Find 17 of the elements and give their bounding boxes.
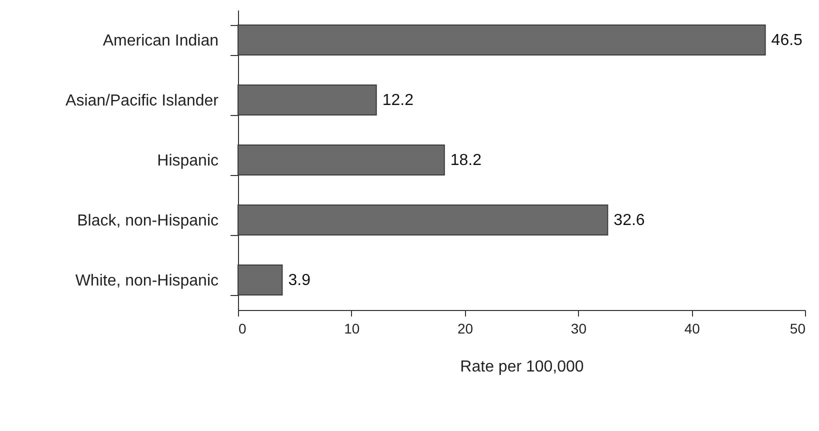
- x-tick-label: 20: [458, 320, 474, 336]
- y-tick-label: Black, non-Hispanic: [77, 212, 218, 230]
- x-tick-label: 40: [684, 320, 700, 336]
- data-label: 46.5: [771, 32, 803, 49]
- x-tick-label: 0: [238, 320, 246, 336]
- y-tick-label: American Indian: [102, 32, 218, 50]
- y-tick-label: White, non-Hispanic: [75, 272, 218, 290]
- data-label: 18.2: [450, 152, 482, 169]
- y-tick-label: Hispanic: [157, 152, 218, 170]
- data-label: 32.6: [614, 212, 645, 229]
- data-label: 12.2: [382, 92, 414, 109]
- y-tick-label: Asian/Pacific Islander: [66, 92, 220, 110]
- data-label: 3.9: [288, 272, 311, 289]
- x-tick-label: 10: [344, 320, 360, 336]
- x-axis-title: Rate per 100,000: [460, 358, 584, 376]
- x-tick-label: 50: [790, 320, 806, 336]
- x-tick-label: 30: [570, 320, 587, 336]
